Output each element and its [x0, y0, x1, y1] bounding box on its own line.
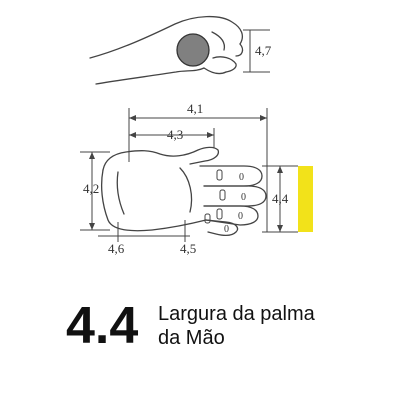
dim-4-7-label: 4,7 [255, 43, 272, 58]
sphere-shape [176, 33, 210, 67]
palm-hand-illustration [101, 146, 267, 236]
hand-measurement-diagram: 4,7 0 0 0 0 [80, 15, 313, 256]
measurement-title: Largura da palma da Mão [158, 302, 378, 350]
dim-4-5-label: 4,5 [180, 241, 196, 256]
finger-mark-3: 0 [238, 211, 243, 222]
palm-dimension-lines [80, 108, 298, 242]
palm-width-highlight [298, 166, 313, 232]
measurement-title-line1: Largura da palma [158, 303, 315, 325]
finger-mark-4: 0 [224, 224, 229, 235]
finger-mark-1: 0 [239, 172, 244, 183]
dim-4-4-label: 4,4 [272, 191, 289, 206]
grip-dimension-lines [243, 29, 270, 73]
measurement-code: 4.4 [66, 297, 139, 355]
dim-4-6-label: 4,6 [108, 241, 125, 256]
measurement-title-line2: da Mão [158, 327, 225, 349]
dim-4-1-label: 4,1 [187, 101, 203, 116]
arrowheads [89, 115, 283, 232]
dim-4-3-label: 4,3 [167, 127, 183, 142]
dim-4-2-label: 4,2 [83, 181, 99, 196]
grip-hand-illustration [89, 15, 244, 85]
finger-joint-marks [204, 169, 226, 224]
finger-mark-2: 0 [241, 192, 246, 203]
